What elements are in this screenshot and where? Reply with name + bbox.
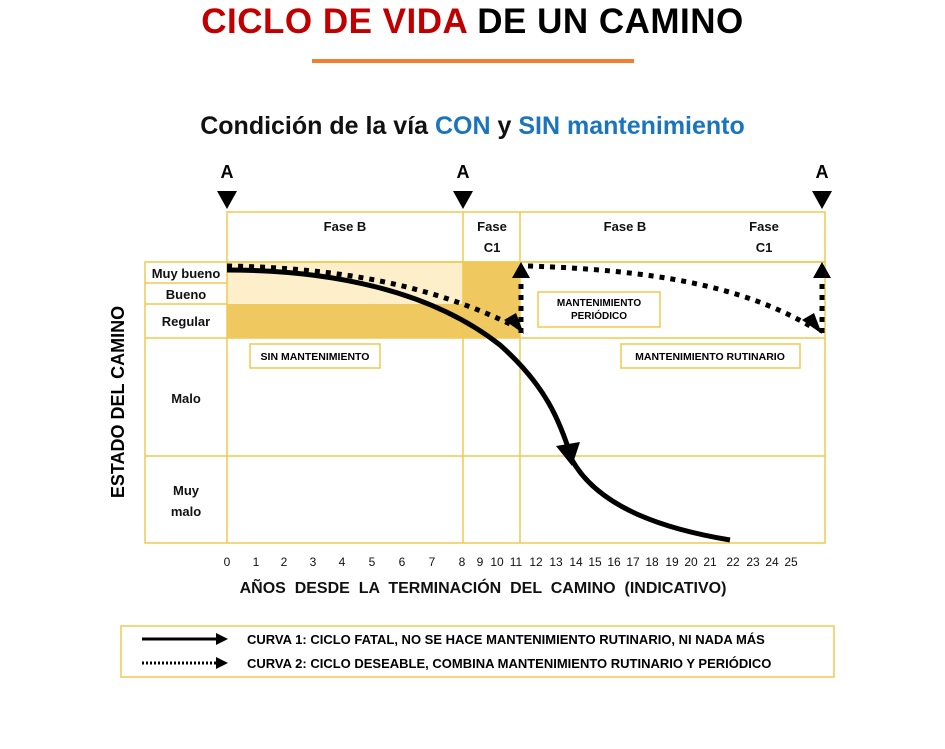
x-axis-title: AÑOS DESDE LA TERMINACIÓN DEL CAMINO (IN… <box>240 577 727 597</box>
marker-a-1: A <box>453 162 473 209</box>
x-tick-label: 18 <box>645 555 659 569</box>
x-tick-label: 1 <box>253 555 260 569</box>
phase-label: Fase <box>749 219 779 234</box>
page-title: CICLO DE VIDA DE UN CAMINO <box>0 2 945 42</box>
level-malo: Malo <box>171 391 201 406</box>
subtitle-sin: SIN mantenimiento <box>518 112 745 140</box>
subtitle-text: Condición de la vía <box>200 112 435 140</box>
sin-mantenimiento-box <box>249 343 381 369</box>
level-muy-malo: Muy <box>173 483 200 498</box>
legend <box>120 625 835 678</box>
x-tick-label: 10 <box>490 555 504 569</box>
x-tick-label: 3 <box>310 555 317 569</box>
x-tick-label: 12 <box>529 555 543 569</box>
sin-mantenimiento-label: SIN MANTENIMIENTO <box>261 351 370 363</box>
level-muy-malo: malo <box>171 504 201 519</box>
level-regular: Regular <box>162 314 210 329</box>
x-tick-label: 15 <box>588 555 602 569</box>
triangle-down-icon <box>217 191 237 209</box>
marker-a-2: A <box>812 162 832 209</box>
svg-text:A: A <box>457 162 470 182</box>
subtitle-con: CON <box>434 112 491 140</box>
legend-curve-2: CURVA 2: CICLO DESEABLE, COMBINA MANTENI… <box>247 656 771 671</box>
rutinario-label: MANTENIMIENTO RUTINARIO <box>635 351 785 363</box>
curve-2-deseable <box>226 263 825 333</box>
title-black: DE UN CAMINO <box>467 2 744 41</box>
x-tick-label: 0 <box>224 555 231 569</box>
phase-label: Fase B <box>324 219 367 234</box>
x-tick-label: 6 <box>399 555 406 569</box>
x-tick-label: 2 <box>281 555 288 569</box>
svg-text:A: A <box>221 162 234 182</box>
x-tick-label: 19 <box>665 555 679 569</box>
x-tick-label: 24 <box>765 555 779 569</box>
title-red: CICLO DE VIDA <box>201 2 467 41</box>
phase-label: C1 <box>484 240 501 255</box>
x-tick-label: 8 <box>459 555 466 569</box>
arrowhead-down-icon <box>556 442 580 466</box>
periodico-label: MANTENIMIENTO <box>557 298 641 309</box>
x-tick-label: 11 <box>510 555 523 569</box>
triangle-down-icon <box>453 191 473 209</box>
x-tick-label: 20 <box>684 555 698 569</box>
subtitle-y: y <box>490 112 519 140</box>
arrowhead-icon <box>504 313 524 334</box>
rutinario-box <box>620 343 801 369</box>
x-tick-label: 7 <box>429 555 436 569</box>
x-tick-label: 9 <box>477 555 484 569</box>
x-tick-label: 5 <box>369 555 376 569</box>
marker-a-0: A <box>217 162 237 209</box>
svg-text:A: A <box>816 162 829 182</box>
phase-label: Fase <box>477 219 507 234</box>
shade-regular <box>227 304 463 338</box>
curve-1-fatal <box>226 267 731 543</box>
x-tick-label: 22 <box>726 555 740 569</box>
arrowhead-up-icon <box>512 262 530 278</box>
legend-curve-1: CURVA 1: CICLO FATAL, NO SE HACE MANTENI… <box>247 632 765 647</box>
x-tick-label: 14 <box>569 555 583 569</box>
subtitle: Condición de la vía CON y SIN mantenimie… <box>0 112 945 141</box>
grid <box>144 211 826 544</box>
arrowhead-up-icon <box>813 262 831 278</box>
y-axis-title: ESTADO DEL CAMINO <box>108 306 128 498</box>
triangle-down-icon <box>812 191 832 209</box>
x-tick-label: 25 <box>784 555 798 569</box>
periodico-label: PERIÓDICO <box>571 309 627 322</box>
x-ticks: 0 1 2 3 4 5 6 7 8 9 10 11 12 13 14 15 16 17 18 19 20 21 22 23 24… <box>224 555 798 569</box>
arrowhead-icon <box>802 313 822 334</box>
x-tick-label: 4 <box>339 555 346 569</box>
level-bueno: Bueno <box>166 287 207 302</box>
x-tick-label: 13 <box>549 555 563 569</box>
level-muy-bueno: Muy bueno <box>152 266 221 281</box>
title-underline <box>312 59 634 63</box>
x-tick-label: 16 <box>607 555 621 569</box>
x-tick-label: 17 <box>626 555 640 569</box>
phase-label: Fase B <box>604 219 647 234</box>
x-tick-label: 21 <box>703 555 717 569</box>
periodico-box <box>537 291 661 328</box>
x-tick-label: 23 <box>746 555 760 569</box>
phase-label: C1 <box>756 240 773 255</box>
